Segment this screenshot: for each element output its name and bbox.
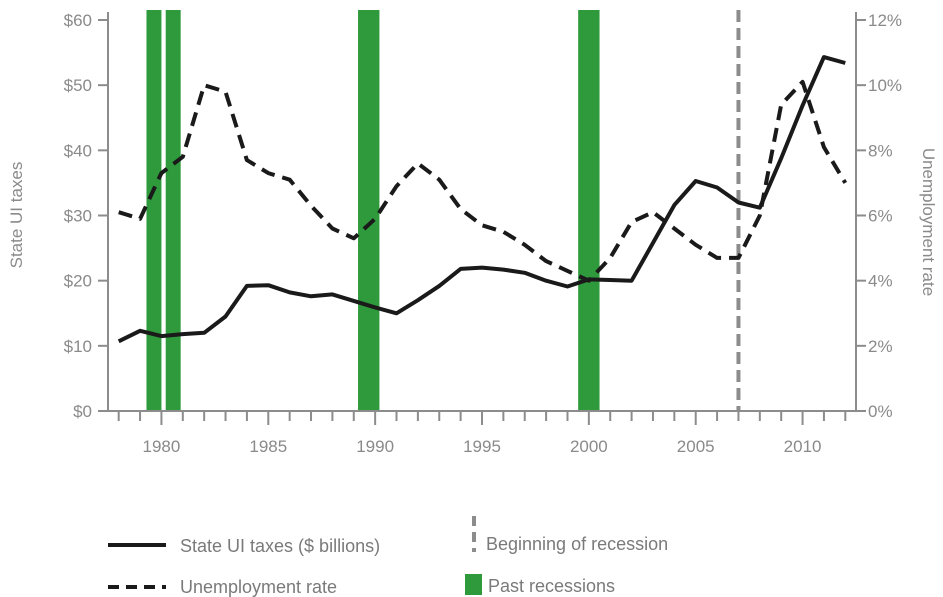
y-left-tick-label-40: $40 bbox=[64, 141, 92, 160]
y-left-tick-label-60: $60 bbox=[64, 11, 92, 30]
legend-label-ui-taxes: State UI taxes ($ billions) bbox=[180, 536, 380, 556]
y-left-tick-label-20: $20 bbox=[64, 272, 92, 291]
series bbox=[117, 55, 848, 344]
y-right-tick-label-2: 2% bbox=[868, 337, 893, 356]
y-left-axis-title: State UI taxes bbox=[7, 162, 26, 269]
recession-bar-0 bbox=[146, 10, 162, 411]
legend-label-past-recessions: Past recessions bbox=[488, 576, 615, 596]
y-right-tick-label-6: 6% bbox=[868, 207, 893, 226]
y-right-tick-label-12: 12% bbox=[868, 11, 902, 30]
y-right-axis-title: Unemployment rate bbox=[919, 148, 938, 296]
legend-label-beginning-recession: Beginning of recession bbox=[486, 534, 668, 554]
x-tick-label-2000: 2000 bbox=[570, 437, 608, 456]
x-tick-label-1995: 1995 bbox=[463, 437, 501, 456]
y-left-tick-label-50: $50 bbox=[64, 76, 92, 95]
recession-bar-3 bbox=[578, 10, 600, 411]
x-tick-label-2010: 2010 bbox=[784, 437, 822, 456]
legend-green-box-swatch bbox=[465, 574, 482, 595]
x-tick-label-1990: 1990 bbox=[356, 437, 394, 456]
y-left-tick-label-30: $30 bbox=[64, 207, 92, 226]
legend-label-unemployment: Unemployment rate bbox=[180, 577, 337, 597]
y-right-tick-label-0: 0% bbox=[868, 402, 893, 421]
legend: State UI taxes ($ billions) Unemployment… bbox=[108, 516, 668, 597]
recession-bars bbox=[146, 10, 600, 411]
series-line-unemployment-rate bbox=[118, 79, 848, 283]
y-right-tick-label-4: 4% bbox=[868, 272, 893, 291]
recession-bar-1 bbox=[165, 10, 181, 411]
recession-bar-2 bbox=[358, 10, 380, 411]
x-tick-label-1985: 1985 bbox=[249, 437, 287, 456]
y-right-tick-label-8: 8% bbox=[868, 141, 893, 160]
y-right-tick-label-10: 10% bbox=[868, 76, 902, 95]
x-tick-label-1980: 1980 bbox=[143, 437, 181, 456]
series-line-state-ui-taxes bbox=[117, 55, 846, 344]
y-left-tick-label-10: $10 bbox=[64, 337, 92, 356]
x-tick-label-2005: 2005 bbox=[677, 437, 715, 456]
axes: 1980 1985 1990 1995 2000 2005 2010 $0 $10 $20 $30 $… bbox=[64, 11, 902, 456]
y-left-tick-label-0: $0 bbox=[73, 402, 92, 421]
